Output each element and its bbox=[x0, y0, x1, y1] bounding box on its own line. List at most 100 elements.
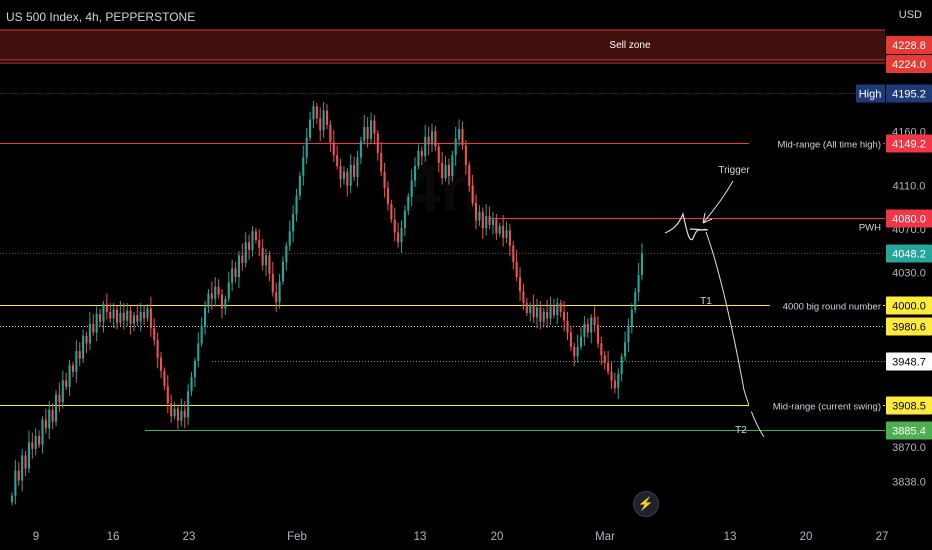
time-tick-1: 16 bbox=[107, 531, 120, 543]
candle-body-146 bbox=[505, 230, 508, 238]
candle-body-145 bbox=[502, 225, 505, 238]
candle-body-156 bbox=[539, 307, 542, 322]
sell-zone-band bbox=[0, 30, 885, 60]
candle-body-68 bbox=[241, 255, 244, 263]
symbol-title[interactable]: US 500 Index, 4h, PEPPERSTONE bbox=[6, 10, 196, 24]
candle-body-129 bbox=[447, 165, 450, 176]
time-tick-9: 27 bbox=[876, 531, 889, 543]
candle-body-67 bbox=[237, 255, 240, 278]
candle-body-75 bbox=[264, 255, 268, 266]
level-tag-2: PWH bbox=[859, 223, 881, 234]
candle-body-136 bbox=[471, 185, 474, 204]
candle-body-85 bbox=[298, 175, 301, 196]
level-tag-bg-7 bbox=[749, 398, 883, 412]
candle-body-106 bbox=[369, 120, 373, 139]
candle-body-186 bbox=[640, 253, 644, 275]
candle-body-2 bbox=[17, 470, 20, 481]
price-tag-zone-bottom-bg bbox=[886, 55, 932, 73]
price-tag-zone-top: 4228.8 bbox=[892, 40, 926, 52]
candle-body-126 bbox=[437, 146, 440, 163]
level-lines bbox=[0, 93, 885, 431]
price-tag-8: 3885.4 bbox=[892, 426, 926, 438]
candle-body-21 bbox=[82, 335, 85, 359]
candle-body-94 bbox=[329, 124, 332, 143]
candle-body-28 bbox=[105, 304, 108, 312]
price-tick-4: 3870.0 bbox=[892, 442, 926, 454]
candle-body-157 bbox=[542, 311, 545, 322]
drawings: Trigger T1 T2 bbox=[664, 165, 765, 438]
candle-body-171 bbox=[590, 317, 593, 333]
candle-body-170 bbox=[586, 323, 589, 333]
candle-body-122 bbox=[424, 136, 427, 157]
time-tick-7: 13 bbox=[724, 531, 737, 543]
candle-body-159 bbox=[549, 306, 552, 319]
price-tag-1: 4149.2 bbox=[892, 139, 926, 151]
candle-body-57 bbox=[204, 307, 207, 327]
candle-body-99 bbox=[346, 171, 349, 186]
candle-body-161 bbox=[556, 303, 559, 316]
candle-body-53 bbox=[190, 377, 193, 392]
currency-label: USD bbox=[898, 9, 922, 21]
candle-body-18 bbox=[71, 365, 75, 372]
candle-body-91 bbox=[319, 118, 322, 131]
candle-body-110 bbox=[383, 171, 386, 188]
candle-body-158 bbox=[546, 311, 549, 319]
lightning-icon[interactable]: ⚡ bbox=[633, 491, 659, 517]
candle-body-179 bbox=[617, 373, 620, 389]
candle-body-116 bbox=[403, 210, 406, 229]
candle-body-108 bbox=[376, 133, 379, 154]
price-tag-4: 4000.0 bbox=[892, 301, 926, 313]
candle-body-0 bbox=[10, 495, 14, 503]
time-axis[interactable]: 9 16 23 Feb 13 20 Mar 13 20 27 bbox=[33, 531, 889, 543]
price-tag-4-bg bbox=[886, 296, 932, 315]
candle-body-36 bbox=[132, 315, 135, 324]
candle-body-70 bbox=[248, 242, 251, 250]
candle-body-54 bbox=[193, 360, 196, 378]
candle-body-24 bbox=[92, 323, 95, 333]
price-tag-0-bg bbox=[886, 84, 932, 103]
candle-body-113 bbox=[393, 219, 396, 233]
candle-body-115 bbox=[400, 228, 403, 243]
candle-body-38 bbox=[139, 311, 142, 322]
candle-body-61 bbox=[217, 286, 220, 295]
candle-body-49 bbox=[176, 408, 180, 421]
candle-body-43 bbox=[156, 340, 159, 358]
annotation-2: T2 bbox=[735, 425, 747, 436]
candle-body-174 bbox=[600, 343, 603, 356]
candle-body-15 bbox=[61, 380, 64, 403]
candle-body-155 bbox=[535, 307, 539, 318]
candle-body-134 bbox=[464, 145, 467, 166]
candle-body-42 bbox=[153, 328, 156, 341]
candle-body-150 bbox=[519, 277, 522, 292]
candle-body-31 bbox=[115, 309, 119, 323]
candle-body-139 bbox=[481, 211, 484, 229]
candle-body-168 bbox=[579, 336, 583, 347]
price-tick-5: 3838.0 bbox=[892, 477, 926, 489]
candle-body-130 bbox=[451, 155, 454, 176]
candle-body-58 bbox=[207, 293, 210, 308]
candle-body-11 bbox=[48, 409, 51, 429]
candle-body-142 bbox=[491, 219, 495, 225]
price-tag-7-bg bbox=[886, 396, 932, 415]
candle-body-46 bbox=[166, 385, 169, 404]
candle-body-125 bbox=[434, 131, 437, 147]
candle-body-73 bbox=[258, 240, 261, 248]
candle-body-27 bbox=[102, 304, 105, 322]
level-tag-1: Mid-range (All time high) bbox=[778, 140, 881, 151]
candle-body-182 bbox=[627, 327, 630, 343]
candle-body-55 bbox=[197, 343, 200, 361]
price-tag-3-bg bbox=[886, 244, 932, 263]
candle-body-74 bbox=[261, 247, 264, 266]
candle-body-95 bbox=[332, 142, 335, 156]
candle-body-120 bbox=[417, 150, 420, 167]
candle-body-34 bbox=[126, 310, 129, 321]
high-tag: High bbox=[859, 89, 882, 101]
candle-body-3 bbox=[21, 455, 24, 481]
candle-body-1 bbox=[14, 470, 17, 496]
level-tags: 4228.8 4224.0 High 4195.2 Mid-range (All tim… bbox=[749, 36, 932, 440]
level-tag-4: 4000 big round number bbox=[783, 302, 881, 313]
candlesticks[interactable] bbox=[10, 100, 644, 506]
candle-body-175 bbox=[603, 355, 606, 363]
candle-body-72 bbox=[254, 231, 257, 241]
